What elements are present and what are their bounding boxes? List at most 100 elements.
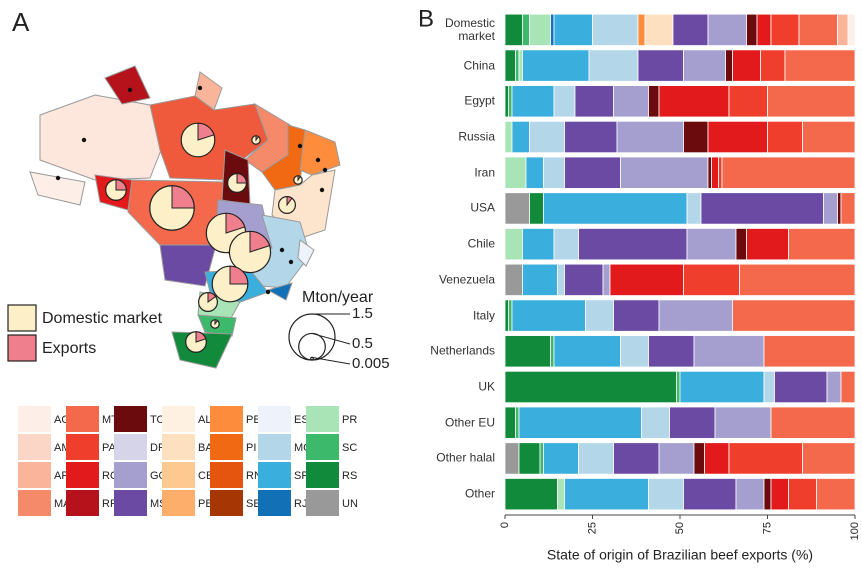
pie-exports — [171, 185, 195, 209]
city-dot — [288, 259, 294, 265]
bar-segment — [550, 13, 555, 46]
bar-segment — [732, 299, 856, 332]
legend-label: PI — [246, 442, 256, 454]
legend-label: SP — [294, 470, 309, 482]
pie-exports — [207, 292, 217, 303]
bar-segment — [721, 156, 856, 189]
legend-swatch — [162, 490, 195, 516]
bar-segment — [504, 192, 530, 225]
bar-segment — [620, 156, 709, 189]
legend-swatch — [18, 406, 51, 432]
legend-swatch — [162, 434, 195, 460]
size-legend-label: 0.5 — [352, 335, 373, 352]
bar-segment — [564, 478, 649, 511]
bar-segment — [504, 85, 509, 118]
pie-exports — [229, 265, 249, 285]
legend-swatch — [306, 406, 339, 432]
bar-segment — [529, 192, 544, 225]
bar-segment — [774, 370, 828, 404]
legend-swatch — [18, 462, 51, 488]
state-am — [39, 94, 166, 181]
bar-segment — [847, 13, 856, 46]
legend-swatch — [210, 462, 243, 488]
legend-label: AL — [198, 414, 211, 426]
pie-exports — [236, 173, 247, 184]
bar-segment — [746, 228, 789, 261]
bar-segment — [683, 263, 740, 296]
bar-segment — [504, 442, 520, 475]
pie-exports — [197, 122, 215, 141]
y-tick-label: Other halal — [436, 450, 495, 465]
bar-segment — [504, 299, 509, 332]
bar-segment — [763, 370, 775, 404]
bar-segment — [637, 13, 646, 46]
bar-segment — [641, 406, 670, 439]
bar-segment — [840, 370, 856, 404]
legend-swatch — [258, 490, 291, 516]
size-legend-label: 0.005 — [352, 355, 390, 372]
bar-segment — [672, 13, 709, 46]
state-ms — [159, 244, 217, 287]
bar-segment — [557, 478, 565, 511]
legend-swatch — [114, 434, 147, 460]
state-ne — [299, 129, 341, 176]
bar-segment — [511, 85, 555, 118]
x-tick-label: 100 — [849, 522, 861, 540]
pie-exports — [195, 331, 207, 343]
bar-segment — [767, 85, 856, 118]
legend-swatch — [210, 406, 243, 432]
y-tick-label: Venezuela — [438, 272, 495, 287]
size-legend-label: 1.5 — [352, 305, 373, 322]
bar-segment — [518, 49, 523, 82]
bar-segment — [504, 49, 516, 82]
bar-segment — [553, 85, 576, 118]
bar-segment — [756, 13, 772, 46]
city-dot — [127, 87, 133, 93]
panel-label: A — [12, 7, 30, 37]
bar-segment — [585, 299, 614, 332]
legend-swatch — [18, 490, 51, 516]
bar-segment — [543, 442, 579, 475]
bar-segment — [770, 478, 789, 511]
bar-segment — [802, 442, 856, 475]
bar-segment — [735, 478, 765, 511]
bar-segment — [686, 192, 702, 225]
bar-segment — [592, 13, 639, 46]
y-tick-label: Domestic market — [444, 15, 495, 43]
bar-segment — [714, 406, 772, 439]
bar-segment — [553, 335, 621, 368]
bar-segment — [613, 85, 649, 118]
bar-segment — [707, 120, 768, 154]
bar-segment — [648, 478, 684, 511]
bar-segment — [543, 192, 688, 225]
x-tick-label: 50 — [674, 522, 686, 534]
bar-segment — [504, 156, 527, 189]
bar-segment — [700, 192, 824, 225]
size-legend-circle — [298, 332, 326, 361]
y-tick-label: UK — [478, 379, 495, 394]
bar-segment — [683, 49, 726, 82]
bar-segment — [669, 406, 716, 439]
state-ac — [29, 171, 86, 206]
bar-segment — [707, 13, 747, 46]
bar-segment — [543, 156, 565, 189]
legend-label: PR — [342, 414, 357, 426]
size-legend-leader — [311, 332, 351, 345]
bar-segment — [732, 49, 761, 82]
bar-segment — [553, 228, 579, 261]
bar-segment — [658, 442, 695, 475]
bar-segment — [511, 120, 530, 154]
bar-segment — [574, 85, 614, 118]
bar-segment — [693, 442, 705, 475]
city-dot — [197, 85, 203, 91]
legend-swatch — [114, 462, 147, 488]
bar-segment — [648, 335, 695, 368]
legend-swatch — [66, 462, 99, 488]
bar-segment — [504, 120, 513, 154]
pie-exports — [286, 196, 293, 207]
bar-segment — [529, 13, 551, 46]
bar-segment — [522, 49, 590, 82]
bar-segment — [739, 263, 856, 296]
legend-swatch — [162, 462, 195, 488]
